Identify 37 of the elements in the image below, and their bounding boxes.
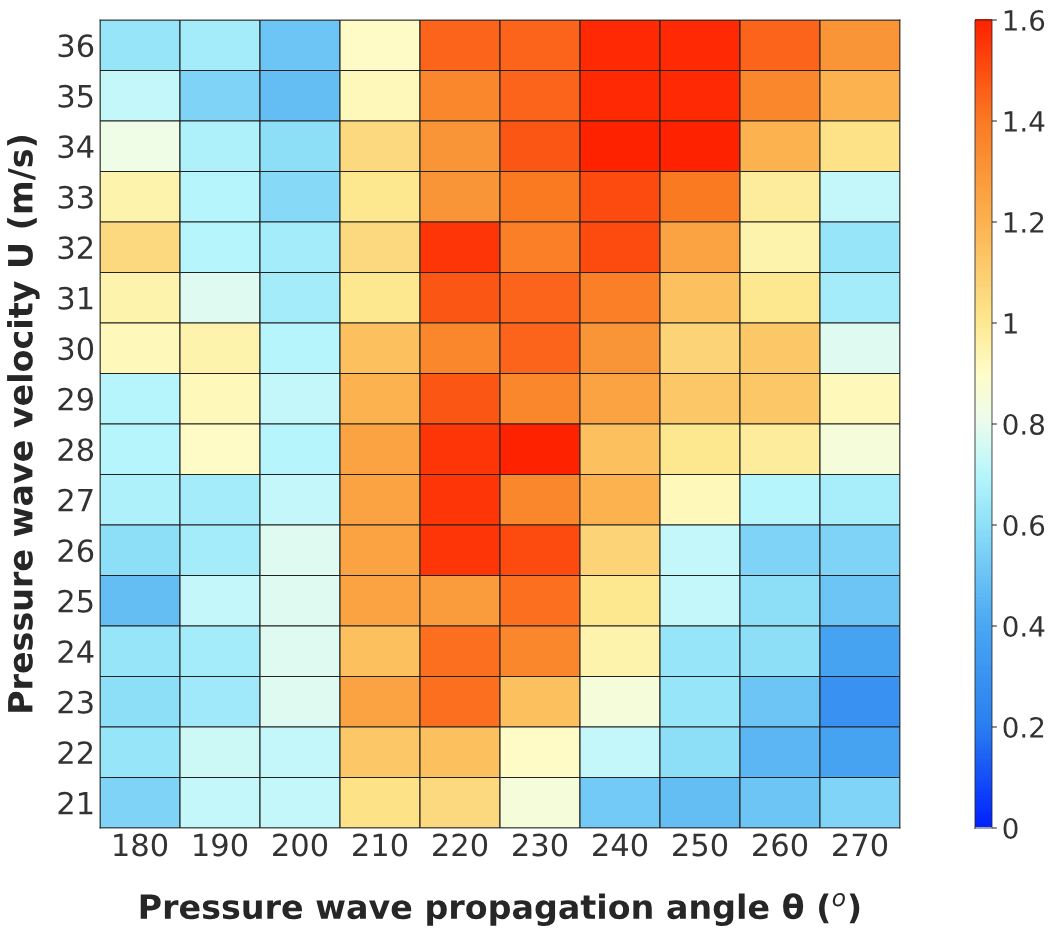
y-tick-label: 31	[58, 286, 93, 310]
color-bar-label: 1.2	[1004, 211, 1044, 233]
y-tick-label: 26	[58, 539, 94, 563]
color-bar-label: 1.6	[1004, 9, 1045, 31]
x-tick-label: 220	[433, 833, 488, 857]
color-bar-label: 1	[1004, 313, 1017, 334]
y-tick-label: 25	[58, 589, 93, 613]
color-bar-label: 0.2	[1003, 716, 1044, 738]
x-tick-label: 270	[833, 833, 888, 857]
color-bar-label: 1.4	[1004, 111, 1045, 132]
x-tick-label: 200	[273, 833, 328, 857]
color-bar-label: 0.8	[1003, 413, 1044, 435]
y-tick-label: 27	[58, 488, 93, 512]
y-tick-label: 33	[58, 185, 93, 209]
color-bar-label: 0	[1003, 817, 1018, 839]
color-bar-label: 0.6	[1003, 514, 1045, 536]
y-tick-label: 36	[58, 34, 94, 58]
x-tick-label: 210	[353, 833, 408, 857]
y-tick-label: 22	[58, 741, 93, 764]
y-tick-label: 35	[58, 84, 93, 108]
color-bar-label: 0.4	[1003, 615, 1045, 637]
x-tick-label: 230	[513, 833, 568, 857]
y-tick-label: 28	[58, 438, 94, 462]
y-axis-title: Pressure wave velocity U (m/s)	[7, 135, 40, 712]
x-tick-label: 180	[114, 833, 168, 857]
x-tick-label: 240	[593, 833, 648, 857]
x-tick-label: 260	[753, 833, 808, 857]
y-tick-label: 23	[58, 690, 93, 714]
x-axis-title: Pressure wave propagation angle θ ($^{o}$)	[140, 892, 860, 927]
y-tick-label: 34	[58, 135, 94, 159]
x-tick-label: 190	[194, 833, 248, 857]
y-tick-label: 24	[58, 640, 94, 663]
y-tick-label: 32	[58, 236, 93, 260]
x-tick-label: 250	[673, 833, 728, 857]
y-tick-label: 30	[58, 337, 94, 361]
y-tick-label: 29	[58, 387, 93, 411]
y-tick-label: 21	[58, 791, 93, 815]
